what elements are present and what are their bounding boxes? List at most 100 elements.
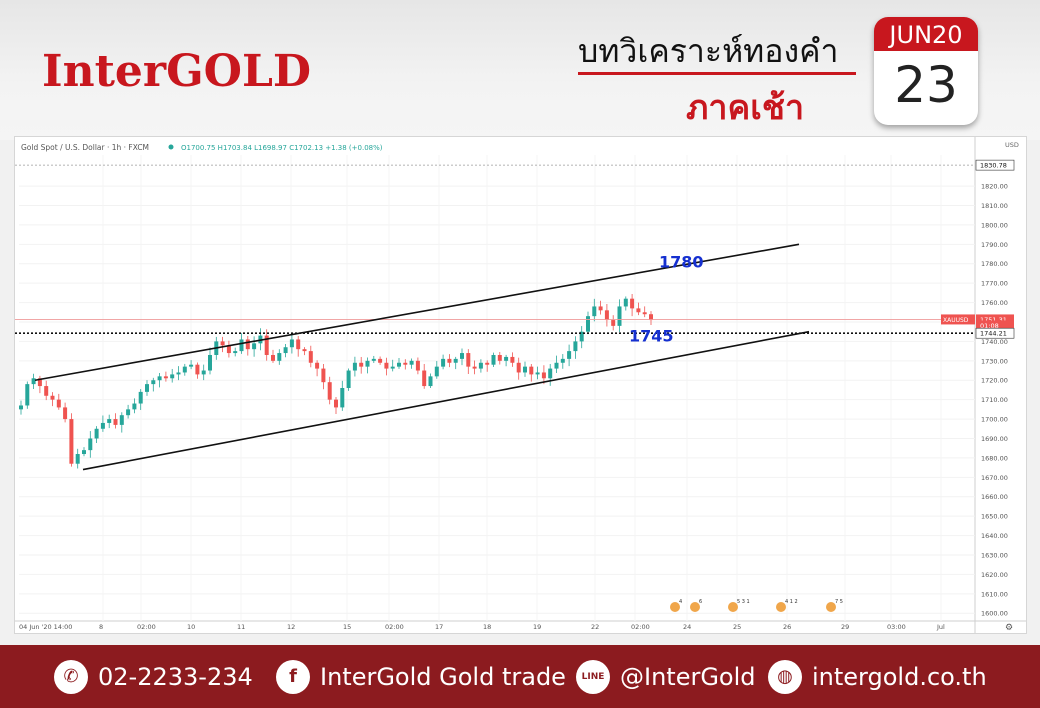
candlestick[interactable] bbox=[113, 413, 118, 429]
candlestick[interactable] bbox=[447, 354, 452, 368]
candlestick[interactable] bbox=[75, 448, 80, 469]
candlestick[interactable] bbox=[371, 355, 376, 363]
candlestick[interactable] bbox=[649, 311, 653, 326]
candlestick[interactable] bbox=[541, 365, 546, 385]
candlestick[interactable] bbox=[277, 349, 282, 365]
candlestick[interactable] bbox=[327, 376, 332, 405]
candlestick[interactable] bbox=[434, 361, 439, 379]
candlestick[interactable] bbox=[157, 373, 162, 388]
candlestick[interactable] bbox=[208, 347, 212, 375]
candlestick[interactable] bbox=[466, 349, 471, 375]
phone-contact[interactable]: ✆ 02-2233-234 bbox=[54, 645, 253, 708]
chart-panel[interactable]: Gold Spot / U.S. Dollar · 1h · FXCM O170… bbox=[14, 136, 1027, 634]
candlestick[interactable] bbox=[579, 326, 584, 349]
candlestick[interactable] bbox=[529, 363, 534, 382]
candlestick[interactable] bbox=[289, 333, 294, 354]
candlestick[interactable] bbox=[510, 352, 515, 367]
candlestick[interactable] bbox=[586, 311, 590, 335]
candlestick[interactable] bbox=[548, 363, 553, 386]
candlestick[interactable] bbox=[523, 361, 527, 377]
candlestick[interactable] bbox=[126, 404, 131, 419]
economic-event-marker[interactable]: 6 bbox=[690, 599, 702, 612]
candlestick[interactable] bbox=[428, 373, 433, 389]
candlestick[interactable] bbox=[63, 402, 68, 423]
candlestick[interactable] bbox=[340, 380, 345, 411]
candlestick[interactable] bbox=[50, 392, 55, 407]
candlestick[interactable] bbox=[264, 329, 269, 361]
candlestick[interactable] bbox=[617, 299, 622, 333]
candlestick[interactable] bbox=[598, 300, 603, 315]
candlestick[interactable] bbox=[592, 298, 597, 322]
candlestick[interactable] bbox=[302, 347, 307, 356]
economic-event-marker[interactable]: 5 3 1 bbox=[728, 599, 750, 612]
candlestick[interactable] bbox=[504, 354, 509, 367]
candlestick[interactable] bbox=[182, 363, 187, 376]
candlestick[interactable] bbox=[44, 380, 49, 401]
candlestick[interactable] bbox=[378, 356, 383, 365]
candlestick[interactable] bbox=[359, 356, 364, 374]
candlestick[interactable] bbox=[573, 336, 578, 359]
candlestick[interactable] bbox=[403, 359, 408, 370]
candlestick[interactable] bbox=[390, 359, 395, 372]
candlestick[interactable] bbox=[69, 413, 74, 467]
candlestick[interactable] bbox=[220, 336, 225, 353]
candlestick[interactable] bbox=[283, 344, 288, 358]
price-chart[interactable]: Gold Spot / U.S. Dollar · 1h · FXCM O170… bbox=[15, 137, 1026, 633]
candlestick[interactable] bbox=[25, 381, 30, 409]
candlestick[interactable] bbox=[491, 352, 496, 368]
economic-event-marker[interactable]: 4 bbox=[670, 599, 682, 612]
candlestick[interactable] bbox=[82, 447, 86, 457]
candlestick[interactable] bbox=[422, 363, 427, 389]
website-contact[interactable]: ◍ intergold.co.th bbox=[768, 645, 987, 708]
candlestick[interactable] bbox=[567, 344, 572, 367]
candlestick[interactable] bbox=[642, 306, 647, 318]
candlestick[interactable] bbox=[636, 302, 641, 316]
candlestick[interactable] bbox=[409, 358, 414, 369]
candlestick[interactable] bbox=[145, 380, 149, 396]
candlestick[interactable] bbox=[453, 356, 458, 370]
candlestick[interactable] bbox=[163, 371, 168, 382]
candlestick[interactable] bbox=[189, 360, 194, 370]
candlestick[interactable] bbox=[151, 377, 156, 392]
candlestick[interactable] bbox=[560, 354, 565, 369]
candlestick[interactable] bbox=[201, 364, 206, 381]
candlestick[interactable] bbox=[611, 315, 616, 331]
candlestick[interactable] bbox=[226, 340, 231, 358]
candlestick[interactable] bbox=[460, 348, 464, 366]
candlestick[interactable] bbox=[170, 368, 175, 383]
candlestick[interactable] bbox=[245, 335, 250, 356]
candlestick[interactable] bbox=[138, 389, 143, 410]
candlestick[interactable] bbox=[271, 349, 275, 363]
candlestick[interactable] bbox=[107, 414, 112, 429]
candlestick[interactable] bbox=[19, 400, 23, 415]
candlestick[interactable] bbox=[497, 351, 502, 365]
candlestick[interactable] bbox=[623, 296, 628, 311]
candlestick[interactable] bbox=[321, 363, 326, 390]
candlestick[interactable] bbox=[308, 345, 313, 368]
candlestick[interactable] bbox=[334, 396, 338, 414]
candlestick[interactable] bbox=[384, 357, 389, 376]
candlestick[interactable] bbox=[132, 398, 137, 414]
candlestick[interactable] bbox=[472, 360, 477, 375]
candlestick[interactable] bbox=[315, 360, 320, 377]
candlestick[interactable] bbox=[119, 412, 124, 433]
candlestick[interactable] bbox=[88, 431, 93, 458]
economic-event-marker[interactable]: 4 1 2 bbox=[776, 599, 798, 612]
candlestick[interactable] bbox=[252, 336, 257, 357]
line-contact[interactable]: LINE @InterGold bbox=[576, 645, 756, 708]
candlestick[interactable] bbox=[604, 304, 609, 327]
candlestick[interactable] bbox=[94, 426, 99, 444]
economic-event-marker[interactable]: 7 5 bbox=[826, 599, 843, 612]
candlestick[interactable] bbox=[346, 368, 351, 391]
candlestick[interactable] bbox=[478, 359, 483, 373]
candlestick[interactable] bbox=[554, 355, 559, 373]
candlestick[interactable] bbox=[195, 362, 200, 379]
candlestick[interactable] bbox=[397, 357, 401, 369]
candlestick[interactable] bbox=[485, 360, 490, 372]
candlestick[interactable] bbox=[352, 356, 357, 377]
candlestick[interactable] bbox=[415, 357, 420, 375]
candlestick[interactable] bbox=[100, 415, 105, 432]
candlestick[interactable] bbox=[365, 357, 370, 374]
candlestick[interactable] bbox=[535, 366, 540, 380]
gear-icon[interactable]: ⚙ bbox=[1005, 623, 1013, 633]
